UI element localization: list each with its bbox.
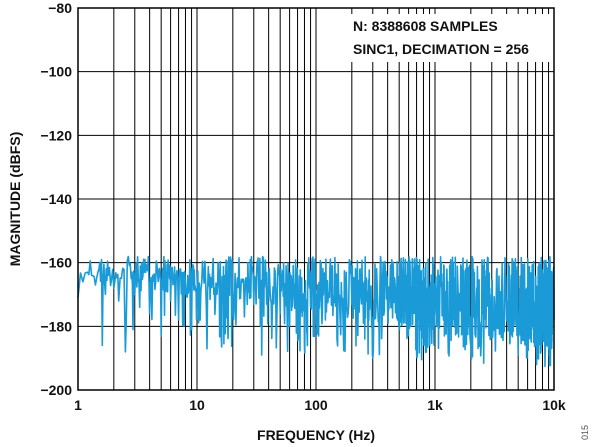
x-tick-label: 10k <box>542 397 566 413</box>
y-tick-label: −80 <box>48 0 72 16</box>
annotation-decimation: SINC1, DECIMATION = 256 <box>353 41 529 57</box>
x-tick-label: 1 <box>74 397 82 413</box>
y-tick-label: −160 <box>40 255 72 271</box>
spectrum-series <box>77 255 555 368</box>
figure-number: 015 <box>580 425 590 440</box>
annotation-samples: N: 8388608 SAMPLES <box>353 18 498 34</box>
y-tick-labels: −80 −100 −120 −140 −160 −180 −200 <box>40 0 72 398</box>
x-tick-label: 1k <box>427 397 443 413</box>
y-tick-label: −100 <box>40 64 72 80</box>
y-tick-label: −200 <box>40 382 72 398</box>
annotation-box: N: 8388608 SAMPLES SINC1, DECIMATION = 2… <box>346 14 550 62</box>
x-axis-title: FREQUENCY (Hz) <box>257 427 375 443</box>
x-tick-label: 10 <box>189 397 205 413</box>
plot-frame <box>77 7 555 391</box>
x-tick-label: 100 <box>304 397 328 413</box>
y-axis-title: MAGNITUDE (dBFS) <box>7 132 23 267</box>
x-tick-labels: 1 10 100 1k 10k <box>74 397 566 413</box>
y-tick-label: −120 <box>40 127 72 143</box>
spectrum-line <box>77 255 555 368</box>
y-tick-label: −140 <box>40 191 72 207</box>
y-tick-label: −180 <box>40 318 72 334</box>
grid-lines <box>77 7 555 391</box>
